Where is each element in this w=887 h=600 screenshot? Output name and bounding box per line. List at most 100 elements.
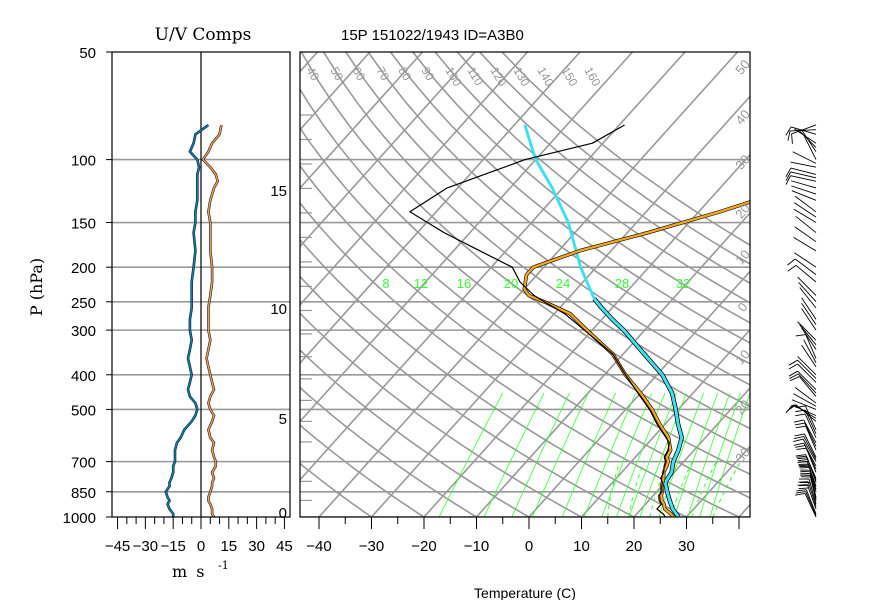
uv-x-unit: m s bbox=[172, 562, 206, 581]
dry-adiabat bbox=[300, 275, 636, 517]
wind-barb-staff bbox=[799, 376, 817, 397]
wind-barb-staff bbox=[804, 493, 817, 518]
mixing-ratio-line bbox=[674, 392, 719, 517]
uv-y-tick-label: 150 bbox=[71, 216, 96, 233]
moist-adiabat-line bbox=[691, 461, 717, 517]
isotherm bbox=[0, 52, 160, 517]
wind-barb-staff bbox=[806, 484, 817, 510]
skewt-panel: 15P 151022/1943 ID=A3B0 8 12 16 20 24 28 32 40 5… bbox=[0, 27, 753, 600]
wind-barb-feather bbox=[793, 436, 804, 440]
isotherm bbox=[0, 52, 108, 517]
mixing-ratio-line bbox=[511, 392, 570, 517]
wind-barb-staff bbox=[792, 151, 817, 164]
dry-adiabat bbox=[300, 87, 750, 452]
wind-barb-staff bbox=[803, 419, 817, 444]
wind-barb-feather bbox=[798, 464, 809, 467]
dry-adiabat bbox=[300, 312, 584, 517]
wind-barb-staff bbox=[805, 334, 817, 359]
mixing-ratio-label: 8 bbox=[382, 276, 389, 291]
wind-barb-staff bbox=[798, 282, 817, 302]
wind-barb-staff bbox=[801, 327, 817, 350]
height-tick-label: 0 bbox=[279, 505, 287, 522]
moist-adiabat-line bbox=[649, 461, 669, 517]
uv-y-tick-label: 850 bbox=[71, 485, 96, 502]
wind-barb-staff bbox=[801, 344, 817, 368]
isotherm-label: 120 bbox=[487, 65, 509, 90]
mixing-ratio-label: 16 bbox=[457, 276, 471, 291]
wind-barb-staff bbox=[795, 264, 817, 283]
wind-barb-staff bbox=[804, 422, 817, 447]
wind-barb-feather bbox=[795, 425, 806, 429]
isotherm bbox=[528, 270, 750, 517]
mixing-ratio-label: 12 bbox=[414, 276, 428, 291]
dry-adiabat bbox=[300, 52, 750, 430]
parcel-outline bbox=[592, 297, 684, 517]
wind-barb-staff bbox=[793, 208, 817, 223]
uv-y-tick-label: 500 bbox=[71, 402, 96, 419]
mixing-ratio-line bbox=[561, 392, 616, 517]
wind-barb-staff bbox=[797, 276, 817, 296]
mixing-ratio-line bbox=[483, 392, 545, 517]
height-tick-label: 5 bbox=[279, 411, 287, 428]
uv-x-tick-label: −30 bbox=[133, 538, 158, 555]
wind-barb-feather bbox=[796, 447, 807, 450]
wind-barb-feather bbox=[789, 373, 799, 379]
wind-barb-staff bbox=[791, 124, 817, 135]
wind-barb-feather bbox=[795, 491, 806, 494]
isotherm-label: 110 bbox=[464, 65, 486, 89]
wind-barb-staff bbox=[805, 454, 817, 479]
mixing-ratio-line bbox=[531, 392, 589, 517]
skewt-x-tick-label: −10 bbox=[464, 538, 489, 555]
wind-barb-feather bbox=[791, 133, 793, 144]
uv-x-tick-label: 45 bbox=[276, 538, 293, 555]
isotherm bbox=[300, 52, 686, 481]
height-tick-label: 10 bbox=[270, 301, 287, 318]
wind-barb-feather bbox=[795, 454, 806, 457]
isotherm bbox=[475, 211, 750, 517]
moist-adiabat-line bbox=[712, 461, 741, 517]
wind-barb-staff bbox=[797, 356, 817, 376]
wind-barb-staff bbox=[805, 489, 817, 515]
wind-barb-staff bbox=[799, 287, 817, 309]
isotherm bbox=[423, 153, 750, 517]
uv-x-tick-label: 0 bbox=[197, 538, 205, 555]
skewt-x-tick-label: −40 bbox=[306, 538, 331, 555]
wind-barb-staff bbox=[806, 461, 817, 487]
skewt-x-tick-label: 10 bbox=[573, 538, 590, 555]
wind-barb-feather bbox=[787, 130, 791, 141]
wind-barb-staff bbox=[797, 321, 817, 341]
wind-barb-feather bbox=[785, 167, 792, 178]
uv-y-tick-label: 700 bbox=[71, 455, 96, 472]
sounding-curves bbox=[409, 124, 750, 517]
wind-barb-staff bbox=[797, 370, 817, 390]
skewt-x-axis: −40 −30 −20 −10 0 10 20 30 bbox=[306, 517, 740, 555]
wind-barb-feather bbox=[793, 438, 804, 443]
wind-barb-feather bbox=[785, 404, 793, 414]
wind-barb-staff bbox=[794, 387, 817, 404]
mixing-ratio-label: 32 bbox=[676, 276, 690, 291]
skewt-x-label: Temperature (C) bbox=[474, 585, 576, 600]
wind-barb-staff bbox=[791, 185, 817, 195]
wind-barbs bbox=[785, 124, 817, 518]
uv-y-tick-label: 200 bbox=[71, 260, 96, 277]
wind-barb-staff bbox=[805, 426, 817, 451]
wind-barb-staff bbox=[795, 404, 817, 422]
wind-barb-staff bbox=[797, 128, 817, 148]
wind-barb-staff bbox=[805, 491, 817, 516]
dry-adiabat bbox=[300, 126, 750, 476]
wind-barb-feather bbox=[796, 489, 807, 492]
wind-barb-staff bbox=[790, 180, 817, 189]
mixing-ratio-label: 24 bbox=[556, 276, 570, 291]
dry-adiabat bbox=[300, 386, 479, 517]
uv-x-axis: −45 −30 −15 0 15 30 45 bbox=[105, 517, 293, 555]
uv-x-exponent: -1 bbox=[218, 559, 229, 572]
wind-barb-feather bbox=[797, 484, 808, 486]
isotherm-label: 140 bbox=[534, 65, 556, 90]
height-axis: 0 5 10 15 bbox=[270, 183, 287, 522]
uv-y-tick-label: 400 bbox=[71, 368, 96, 385]
skewt-x-tick-label: 30 bbox=[678, 538, 695, 555]
uv-lines bbox=[164, 123, 223, 518]
wind-barb-staff bbox=[790, 129, 817, 132]
wind-barb-feather bbox=[795, 413, 806, 417]
